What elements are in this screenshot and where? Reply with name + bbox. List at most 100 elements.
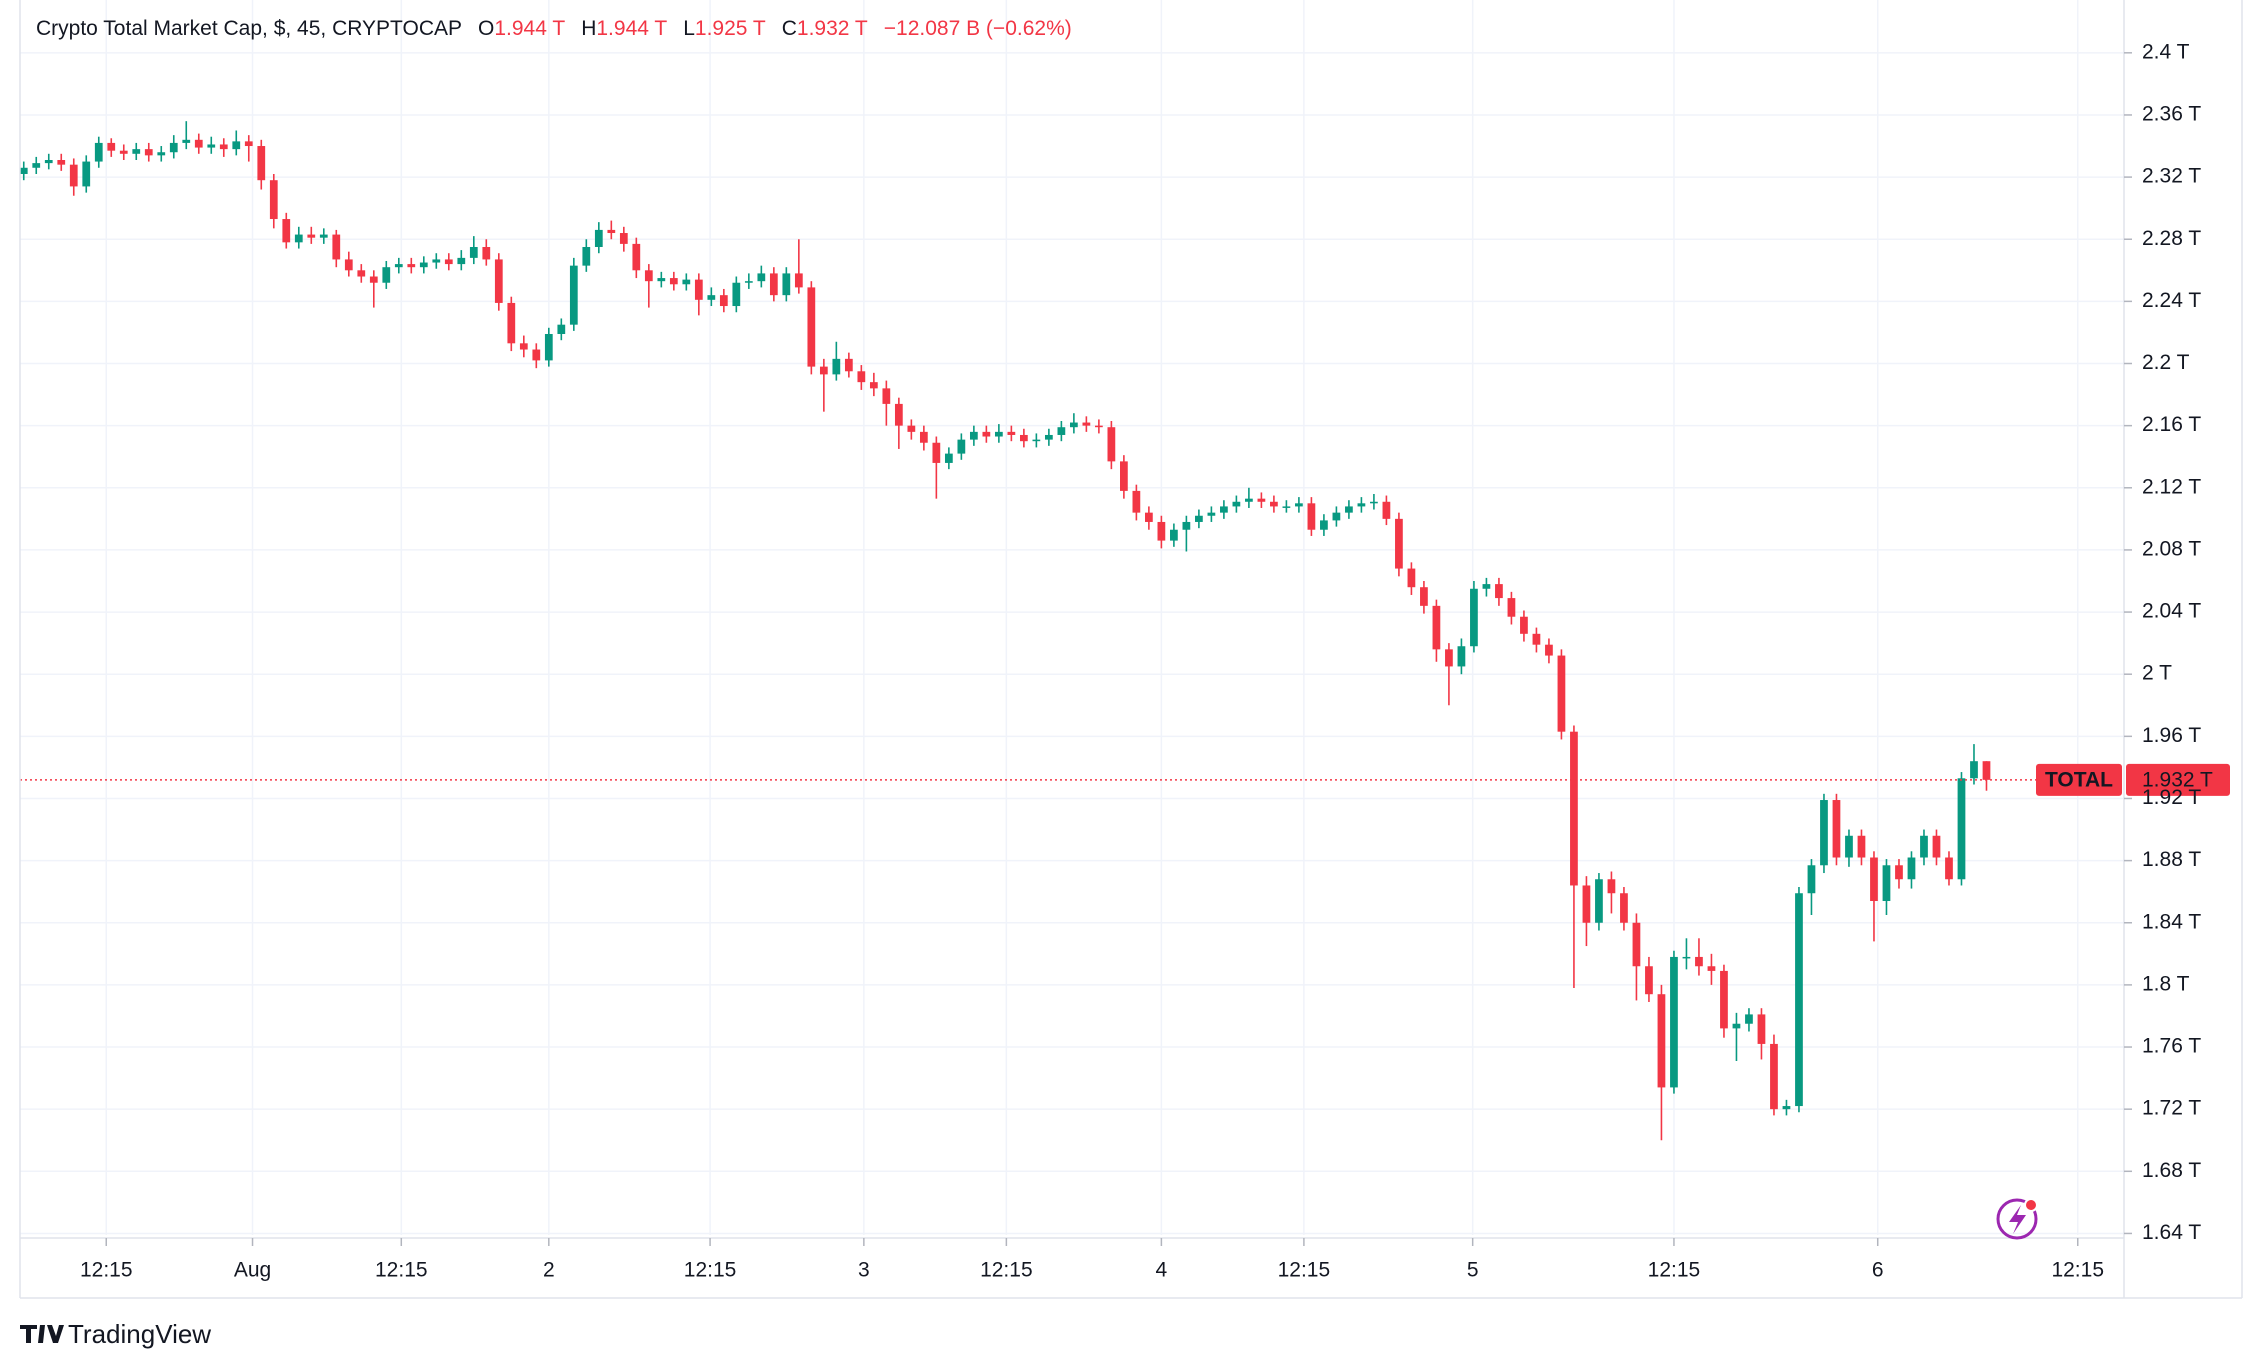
candle-body <box>1532 633 1541 645</box>
x-tick-label: 5 <box>1467 1259 1479 1282</box>
x-tick-label: 12:15 <box>1648 1259 1701 1282</box>
candle-body <box>694 279 703 300</box>
candle-body <box>769 273 778 296</box>
candle-body <box>257 146 266 181</box>
candle-body <box>444 259 453 265</box>
candle-body <box>1057 427 1066 435</box>
candle-body <box>432 259 441 263</box>
legend-value: 1.925 T <box>695 17 766 40</box>
x-tick-label: 6 <box>1872 1259 1884 1282</box>
candle-body <box>1932 835 1941 858</box>
candle-body <box>1557 655 1566 732</box>
y-tick-label: 1.72 T <box>2142 1097 2201 1120</box>
candle-body <box>407 264 416 268</box>
y-tick-label: 2.36 T <box>2142 103 2201 126</box>
x-tick-label: 2 <box>543 1259 555 1282</box>
price-name: TOTAL <box>2045 768 2113 791</box>
candle-body <box>1757 1014 1766 1044</box>
candle-body <box>744 281 753 283</box>
legend-header: Crypto Total Market Cap, $, 45, CRYPTOCA… <box>36 17 1072 40</box>
candle-body <box>1782 1106 1791 1110</box>
candle-body <box>94 142 103 162</box>
candle-body <box>832 358 841 375</box>
candle-body <box>1357 503 1366 507</box>
price-name-box <box>2036 763 2122 796</box>
y-tick-label: 2.04 T <box>2142 600 2201 623</box>
candle-body <box>1470 588 1478 647</box>
candle-body <box>44 160 53 164</box>
candle-body <box>1657 994 1666 1088</box>
candle-body <box>1957 778 1966 880</box>
candle-body <box>482 247 491 260</box>
candle-body <box>732 282 741 307</box>
candle-body <box>82 161 91 187</box>
candle-body <box>1132 490 1141 513</box>
y-tick-label: 1.96 T <box>2142 724 2201 747</box>
candle-body <box>519 343 528 350</box>
candle-body <box>1620 893 1628 923</box>
y-tick-label: 2.4 T <box>2142 40 2190 63</box>
legend-key: L <box>683 17 695 40</box>
candle-body <box>194 139 203 148</box>
y-tick-label: 2.2 T <box>2142 351 2190 374</box>
candle-body <box>1945 857 1953 880</box>
candle-body <box>1670 956 1678 1088</box>
x-tick-label: 12:15 <box>980 1259 1033 1282</box>
candle-body <box>1607 879 1616 894</box>
candle-body <box>1895 865 1903 880</box>
candle-body <box>557 324 566 334</box>
candle-body <box>1007 431 1016 435</box>
candle-body <box>319 234 328 238</box>
candle-body <box>1170 529 1178 541</box>
candle-body <box>1795 893 1803 1107</box>
candle-body <box>1582 885 1591 923</box>
candle-body <box>369 276 378 283</box>
grid <box>20 0 2124 1235</box>
candle-body <box>619 233 628 244</box>
candle-body <box>607 229 616 234</box>
candle-body <box>1495 584 1503 599</box>
candle-body <box>1095 425 1103 428</box>
candle-body <box>1345 506 1353 513</box>
x-tick-label: 12:15 <box>375 1259 428 1282</box>
x-tick-label: 12:15 <box>684 1259 737 1282</box>
candle-body <box>282 219 291 243</box>
candle-body <box>1507 598 1516 617</box>
candle-body <box>994 431 1003 437</box>
candle-body <box>882 388 891 404</box>
candle-body <box>807 287 816 367</box>
candle-body <box>132 149 141 154</box>
candle-body <box>819 366 828 375</box>
legend-value: 1.944 T <box>494 17 565 40</box>
candle-body <box>644 270 653 282</box>
candle-body <box>107 142 116 151</box>
candle-body <box>169 142 178 153</box>
x-tick-label: Aug <box>234 1259 271 1282</box>
legend-value: 1.944 T <box>596 17 667 40</box>
candle-body <box>219 144 228 150</box>
candle-body <box>1207 512 1216 516</box>
candle-body <box>1520 616 1528 634</box>
candle-body <box>269 180 278 220</box>
y-tick-label: 1.64 T <box>2142 1221 2201 1244</box>
candle-body <box>1407 568 1416 588</box>
y-tick-label: 2.08 T <box>2142 537 2201 560</box>
x-tick-label: 12:15 <box>2051 1259 2104 1282</box>
candle-body <box>1432 605 1441 650</box>
candle-body <box>1457 646 1466 667</box>
candle-body <box>182 139 191 143</box>
candle-body <box>1807 865 1816 894</box>
candle-body <box>957 439 966 454</box>
candle-body <box>69 164 78 187</box>
y-tick-label: 2.16 T <box>2142 413 2201 436</box>
x-tick-label: 12:15 <box>80 1259 133 1282</box>
candle-body <box>1732 1023 1741 1029</box>
candle-body <box>1920 835 1928 858</box>
candle-body <box>1069 422 1078 428</box>
candle-body <box>344 259 353 271</box>
candle-body <box>707 295 716 300</box>
y-tick-label: 2 T <box>2142 662 2172 685</box>
candle-body <box>357 270 366 277</box>
candle-body <box>1382 501 1391 519</box>
legend-key: O <box>478 17 494 40</box>
